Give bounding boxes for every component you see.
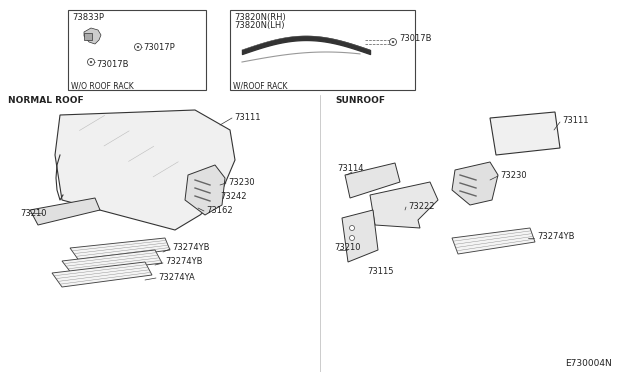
Circle shape <box>390 38 397 45</box>
Polygon shape <box>52 262 152 287</box>
Text: 73820N(LH): 73820N(LH) <box>234 20 285 29</box>
Text: 73115: 73115 <box>367 267 394 276</box>
Polygon shape <box>370 182 438 228</box>
Circle shape <box>88 58 95 65</box>
Text: 73222: 73222 <box>408 202 435 211</box>
Polygon shape <box>452 162 498 205</box>
Circle shape <box>137 46 140 48</box>
Text: E730004N: E730004N <box>565 359 612 368</box>
Text: 73242: 73242 <box>220 192 246 201</box>
Polygon shape <box>185 165 225 215</box>
Circle shape <box>134 44 141 51</box>
Polygon shape <box>84 28 101 44</box>
Text: 73833P: 73833P <box>72 13 104 22</box>
Text: W/ROOF RACK: W/ROOF RACK <box>233 81 287 90</box>
Text: SUNROOF: SUNROOF <box>335 96 385 105</box>
Polygon shape <box>70 238 170 262</box>
Polygon shape <box>30 198 100 225</box>
Text: 73114: 73114 <box>337 164 364 173</box>
Text: 73017P: 73017P <box>143 42 175 51</box>
Polygon shape <box>452 228 535 254</box>
Polygon shape <box>345 163 400 198</box>
Text: 73017B: 73017B <box>96 60 129 68</box>
Text: 73111: 73111 <box>234 112 260 122</box>
Polygon shape <box>84 33 92 40</box>
Polygon shape <box>55 110 235 230</box>
Polygon shape <box>342 210 378 262</box>
Text: W/O ROOF RACK: W/O ROOF RACK <box>71 81 134 90</box>
Text: 73274YB: 73274YB <box>172 244 209 253</box>
Circle shape <box>392 41 394 43</box>
Text: 73274YA: 73274YA <box>158 273 195 282</box>
Text: 73210: 73210 <box>20 208 47 218</box>
Polygon shape <box>490 112 560 155</box>
Text: 73230: 73230 <box>500 170 527 180</box>
Polygon shape <box>62 250 162 274</box>
Circle shape <box>349 235 355 241</box>
Text: 73230: 73230 <box>228 177 255 186</box>
Text: 73274YB: 73274YB <box>537 231 575 241</box>
Text: 73017B: 73017B <box>399 33 431 42</box>
Text: 73111: 73111 <box>562 115 589 125</box>
Text: 73820N(RH): 73820N(RH) <box>234 13 285 22</box>
Text: 73210: 73210 <box>334 244 360 253</box>
Circle shape <box>90 61 92 63</box>
Text: 73162: 73162 <box>206 205 232 215</box>
Text: NORMAL ROOF: NORMAL ROOF <box>8 96 84 105</box>
Circle shape <box>349 225 355 231</box>
Text: 73274YB: 73274YB <box>165 257 202 266</box>
